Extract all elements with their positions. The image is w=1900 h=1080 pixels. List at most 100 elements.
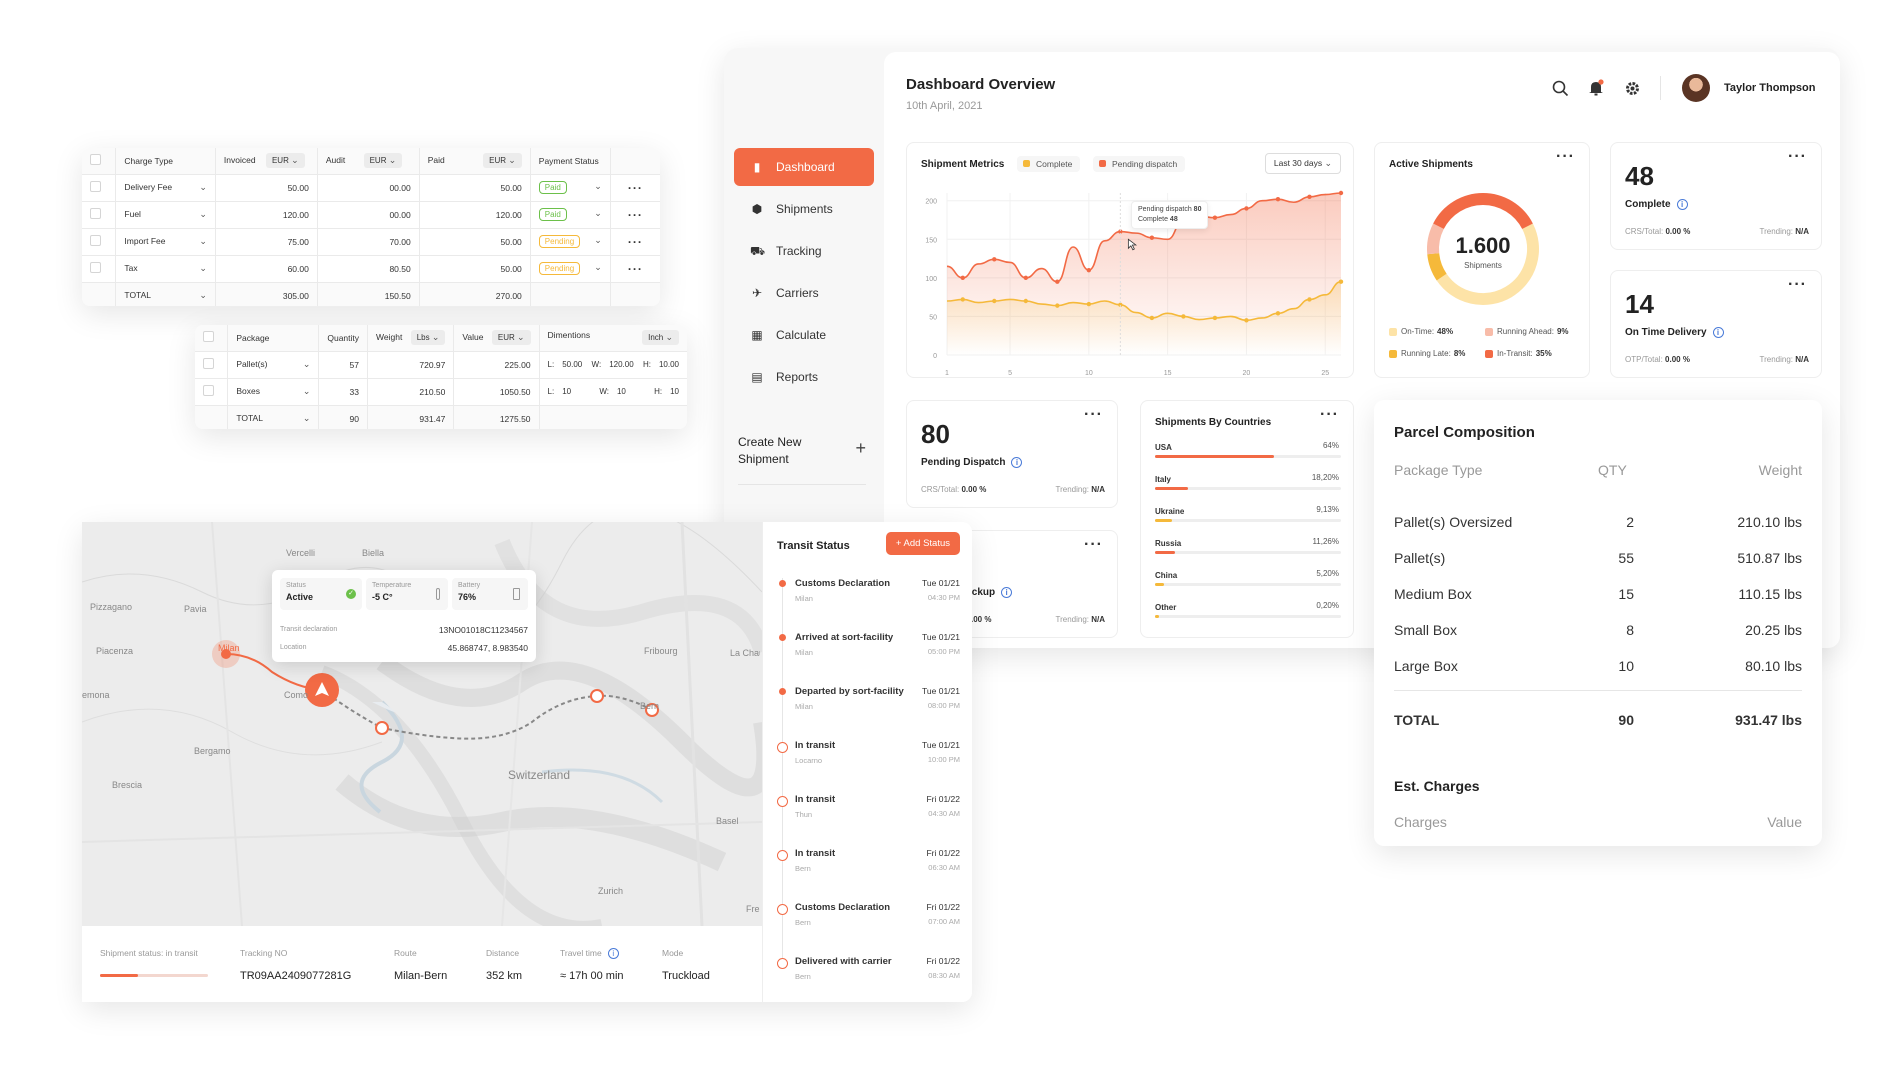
sidebar-item-carriers[interactable]: ✈ Carriers	[751, 286, 819, 300]
row-checkbox[interactable]	[203, 358, 214, 369]
audit-cell[interactable]: 00.00	[317, 201, 420, 229]
charge-type-select[interactable]: Fuel ⌄	[115, 201, 216, 229]
invoiced-currency-select[interactable]: EUR ⌄	[265, 153, 305, 169]
audit-cell[interactable]: 00.00	[317, 174, 420, 202]
payment-status-select[interactable]: Pending ⌄	[530, 228, 611, 256]
tracker-popup: Status Active ✓ Temperature -5 C° Batter…	[272, 570, 536, 662]
row-checkbox[interactable]	[90, 181, 101, 192]
sidebar-item-tracking[interactable]: ⛟ Tracking	[750, 244, 822, 258]
date-range-select[interactable]: Last 30 days ⌄	[1264, 153, 1341, 174]
more-options-icon[interactable]: ···	[627, 207, 643, 222]
info-icon[interactable]: i	[1676, 199, 1688, 210]
plane-icon: ✈	[751, 286, 763, 300]
value-cell[interactable]: 1050.50	[453, 378, 540, 406]
weight-cell[interactable]: 720.97	[367, 351, 455, 379]
sidebar-item-dashboard[interactable]: ▮ Dashboard	[734, 148, 874, 186]
row-checkbox[interactable]	[90, 262, 101, 273]
package-type-select[interactable]: Pallet(s) ⌄	[227, 351, 320, 379]
more-options-icon[interactable]: ···	[627, 261, 643, 276]
travel-time: ≈ 17h 00 min	[560, 970, 624, 982]
quantity-cell[interactable]: 57	[318, 351, 369, 379]
dimensions-cell[interactable]: L: 10 W: 10 H: 10	[539, 378, 687, 406]
header-charge-type: Charge Type	[115, 148, 216, 175]
kpi-value: 80	[921, 419, 950, 449]
timeline-line	[782, 578, 783, 966]
more-options-icon[interactable]: ···	[1320, 406, 1339, 423]
more-options-icon[interactable]: ···	[1788, 148, 1807, 165]
charge-type-select[interactable]: Import Fee ⌄	[115, 228, 216, 256]
search-icon[interactable]	[1552, 80, 1569, 97]
quantity-cell[interactable]: 33	[318, 378, 369, 406]
more-options-icon[interactable]: ···	[627, 180, 643, 195]
row-checkbox[interactable]	[203, 385, 214, 396]
gear-icon[interactable]	[1624, 80, 1641, 97]
notification-bell-icon[interactable]	[1588, 79, 1605, 97]
transit-event-date: Fri 01/22	[926, 956, 960, 966]
charge-type-select[interactable]: Delivery Fee ⌄	[115, 174, 216, 202]
create-shipment-button[interactable]: Create New Shipment +	[738, 435, 866, 466]
info-icon[interactable]: i	[1001, 587, 1013, 598]
table-row: Boxes ⌄ 33 210.50 1050.50 L: 10 W: 10 H: 10	[195, 378, 687, 406]
paid-cell[interactable]: 50.00	[419, 255, 531, 283]
info-icon[interactable]: i	[607, 948, 619, 960]
more-options-icon[interactable]: ···	[627, 234, 643, 249]
map-label: Zurich	[598, 886, 624, 896]
kpi-value: 14	[1625, 289, 1654, 319]
row-checkbox[interactable]	[90, 235, 101, 246]
more-options-icon[interactable]: ···	[1556, 148, 1575, 165]
transit-event-place: Bern	[795, 972, 811, 981]
chevron-down-icon: ⌄	[199, 236, 207, 246]
country-name: China	[1155, 571, 1178, 580]
legend-item: On-Time: 48%	[1389, 327, 1453, 336]
dimension-unit-select[interactable]: Inch ⌄	[642, 330, 679, 346]
dimensions-cell[interactable]: L: 50.00 W: 120.00 H: 10.00	[539, 351, 687, 379]
more-options-icon[interactable]: ···	[1084, 406, 1103, 423]
invoiced-cell[interactable]: 120.00	[215, 201, 318, 229]
data-point	[1212, 215, 1218, 220]
audit-currency-select[interactable]: EUR ⌄	[363, 153, 403, 169]
payment-status-select[interactable]: Paid ⌄	[530, 201, 611, 229]
y-tick-label: 100	[925, 276, 937, 283]
chevron-down-icon: ⌄	[302, 386, 311, 396]
paid-cell[interactable]: 50.00	[419, 174, 531, 202]
charge-type-select[interactable]: Tax ⌄	[115, 255, 216, 283]
paid-currency-select[interactable]: EUR ⌄	[483, 153, 522, 169]
data-point	[992, 298, 997, 304]
select-all-checkbox[interactable]	[203, 331, 214, 343]
chevron-down-icon: ⌄	[594, 181, 602, 191]
payment-status-select[interactable]: Paid ⌄	[530, 174, 611, 202]
weight-unit-select[interactable]: Lbs ⌄	[410, 330, 446, 346]
more-options-icon[interactable]: ···	[1084, 536, 1103, 553]
paid-cell[interactable]: 50.00	[419, 228, 531, 256]
avatar[interactable]	[1682, 74, 1710, 102]
sidebar-item-calculate[interactable]: ▦ Calculate	[751, 328, 827, 342]
metrics-title: Shipment Metrics	[921, 159, 1005, 170]
map-label: Milan	[218, 643, 240, 653]
value-cell[interactable]: 225.00	[453, 351, 540, 379]
weight-cell[interactable]: 210.50	[367, 378, 455, 406]
audit-cell[interactable]: 80.50	[317, 255, 420, 283]
select-all-checkbox[interactable]	[90, 154, 101, 166]
country-percent: 11,26%	[1312, 537, 1339, 546]
country-percent: 0,20%	[1316, 601, 1339, 610]
invoiced-cell[interactable]: 60.00	[215, 255, 318, 283]
sidebar-item-reports[interactable]: ▤ Reports	[751, 370, 819, 384]
paid-cell[interactable]: 120.00	[419, 201, 531, 229]
country-percent: 18,20%	[1311, 473, 1339, 482]
package-type-select[interactable]: Boxes ⌄	[227, 378, 320, 406]
transit-event-place: Locarno	[795, 756, 823, 765]
info-icon[interactable]: i	[1011, 457, 1023, 468]
add-status-button[interactable]: + Add Status	[885, 532, 960, 555]
value-currency-select[interactable]: EUR ⌄	[491, 330, 531, 346]
data-point	[1055, 279, 1060, 284]
invoiced-cell[interactable]: 75.00	[215, 228, 318, 256]
sidebar-item-shipments[interactable]: ⬢ Shipments	[751, 202, 833, 216]
info-icon[interactable]: i	[1712, 327, 1724, 338]
user-name: Taylor Thompson	[1724, 82, 1816, 94]
invoiced-cell[interactable]: 50.00	[215, 174, 318, 202]
audit-cell[interactable]: 70.00	[317, 228, 420, 256]
transit-event-title: Delivered with carrier	[795, 956, 892, 967]
row-checkbox[interactable]	[90, 208, 101, 219]
payment-status-select[interactable]: Pending ⌄	[530, 255, 611, 283]
more-options-icon[interactable]: ···	[1788, 276, 1807, 293]
